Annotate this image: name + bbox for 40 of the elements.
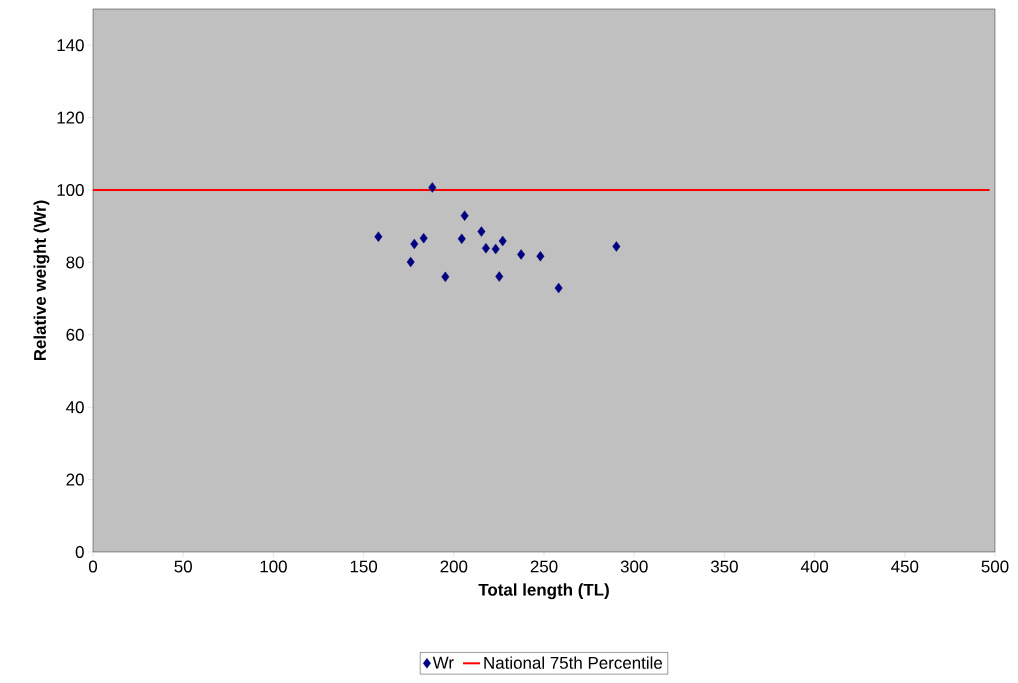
x-tick-label: 100 xyxy=(260,560,287,573)
x-tick-label: 400 xyxy=(800,560,829,573)
point xyxy=(536,251,545,262)
point xyxy=(419,232,428,244)
y-tick-label: 80 xyxy=(66,256,84,269)
x-tick-label: 50 xyxy=(174,560,192,573)
point xyxy=(460,210,469,221)
point xyxy=(374,231,383,242)
point xyxy=(441,271,450,283)
point xyxy=(554,282,563,294)
point xyxy=(457,233,466,245)
x-axis-title: Total length (TL) xyxy=(478,583,609,600)
x-tick-label: 300 xyxy=(620,560,648,573)
point xyxy=(495,271,504,282)
y-axis-title: Relative weight (Wr) xyxy=(33,200,50,361)
point xyxy=(517,249,526,260)
point xyxy=(491,243,500,255)
point xyxy=(410,238,419,250)
x-tick-label: 0 xyxy=(88,560,98,573)
legend-label: Wr xyxy=(432,656,454,669)
x-tick-label: 450 xyxy=(891,560,919,573)
x-tick-label: 350 xyxy=(710,560,738,573)
y-tick-label: 120 xyxy=(57,111,84,124)
y-tick-label: 0 xyxy=(75,545,84,558)
point xyxy=(428,182,437,193)
legend-label: National 75th Percentile xyxy=(484,656,663,669)
x-tick-label: 250 xyxy=(530,560,558,573)
y-tick-label: 100 xyxy=(57,183,84,196)
x-tick-label: 500 xyxy=(981,560,1009,573)
y-tick-label: 140 xyxy=(57,39,84,52)
point xyxy=(406,256,415,268)
x-tick-label: 150 xyxy=(350,560,378,573)
y-tick-label: 60 xyxy=(66,328,84,341)
point xyxy=(498,235,507,247)
point xyxy=(477,226,486,237)
point xyxy=(612,241,621,252)
point xyxy=(481,243,490,254)
x-tick-label: 200 xyxy=(440,560,468,573)
y-tick-label: 20 xyxy=(66,473,84,486)
y-tick-label: 40 xyxy=(66,401,84,414)
